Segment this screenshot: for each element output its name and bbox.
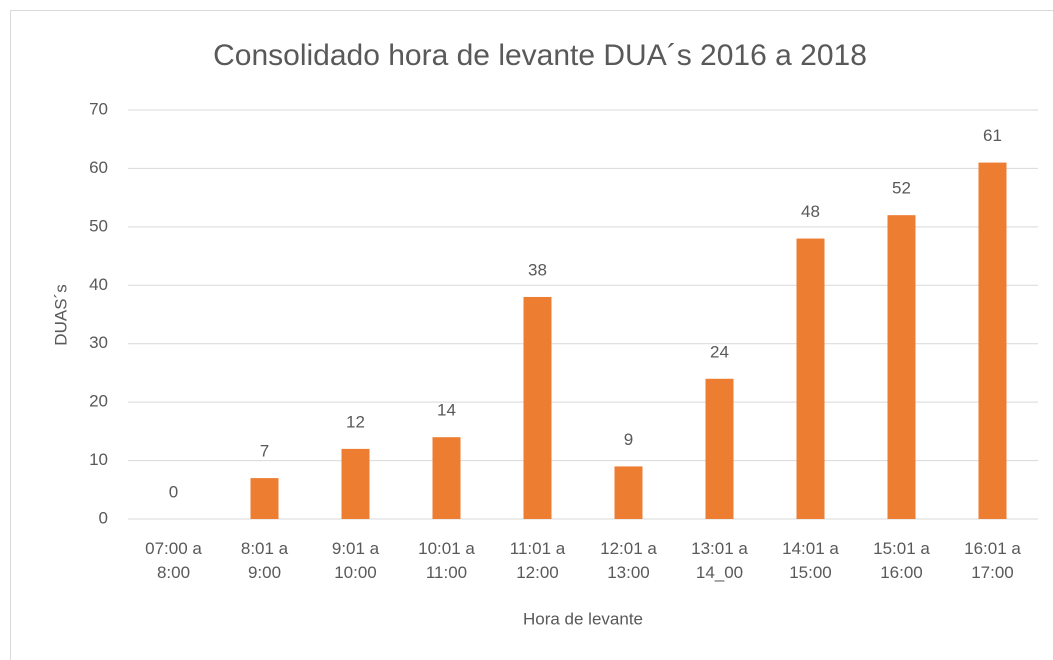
x-tick-label: 9:01 a 10:00 — [331, 539, 380, 582]
x-axis-label: Hora de levante — [523, 609, 643, 628]
bar — [432, 437, 461, 519]
bar — [250, 478, 279, 519]
y-tick-label: 10 — [89, 450, 108, 469]
y-tick-label: 20 — [89, 392, 108, 411]
x-tick-label: 14:01 a 15:00 — [782, 539, 839, 582]
y-axis-label: DUAS´s — [51, 284, 70, 345]
x-tick-label: 16:01 a 17:00 — [964, 539, 1021, 582]
y-tick-label: 40 — [89, 275, 108, 294]
x-tick-label: 15:01 a 16:00 — [873, 539, 930, 582]
y-tick-label: 30 — [89, 333, 108, 352]
data-label: 9 — [624, 430, 633, 449]
data-label: 24 — [710, 342, 729, 361]
data-label: 61 — [983, 126, 1002, 145]
bar — [341, 448, 370, 519]
chart-title: Consolidado hora de levante DUA´s 2016 a… — [213, 39, 867, 72]
bar — [705, 378, 734, 519]
y-tick-label: 50 — [89, 216, 108, 235]
bar — [796, 238, 825, 520]
bar — [523, 296, 552, 519]
y-tick-label: 60 — [89, 158, 108, 177]
x-tick-label: 10:01 a 11:00 — [418, 539, 475, 582]
y-tick-label: 0 — [99, 508, 108, 527]
x-tick-label: 13:01 a 14_00 — [691, 539, 748, 582]
x-tick-label: 07:00 a 8:00 — [145, 539, 202, 582]
data-label: 48 — [801, 202, 820, 221]
data-label: 52 — [892, 179, 911, 198]
x-tick-label: 12:01 a 13:00 — [600, 539, 657, 582]
data-label: 14 — [437, 401, 456, 420]
x-tick-label: 8:01 a 9:00 — [240, 539, 289, 582]
data-label: 38 — [528, 260, 547, 279]
data-label: 12 — [346, 412, 365, 431]
x-tick-label: 11:01 a 12:00 — [509, 539, 566, 582]
bar — [978, 162, 1007, 520]
data-label: 7 — [260, 442, 269, 461]
chart-border — [10, 10, 1053, 660]
y-tick-label: 70 — [89, 99, 108, 118]
data-label: 0 — [169, 482, 178, 501]
bar — [887, 215, 916, 519]
bar — [614, 466, 643, 519]
